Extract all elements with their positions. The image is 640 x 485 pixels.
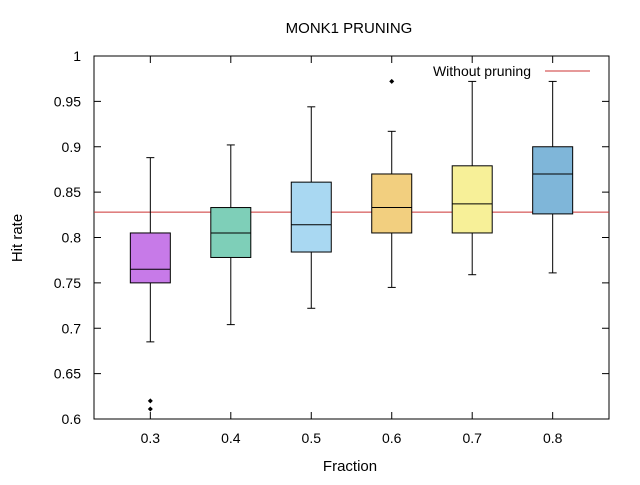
y-tick-label: 0.9 bbox=[62, 139, 82, 155]
box-group bbox=[532, 80, 574, 274]
box-group bbox=[129, 157, 171, 412]
x-tick-label: 0.8 bbox=[543, 430, 563, 446]
legend-label: Without pruning bbox=[433, 63, 531, 79]
y-axis-label: Hit rate bbox=[9, 214, 26, 262]
plot-area: 0.6 0.65 0.7 0.75 0.8 0.85 0.9 0.95 1 0.3 0.4 0.5 0.… bbox=[54, 48, 610, 446]
box-group bbox=[371, 78, 413, 288]
y-tick-label: 0.85 bbox=[54, 184, 81, 200]
box-body bbox=[451, 165, 493, 234]
y-tick-label: 0.6 bbox=[62, 411, 82, 427]
y-tick-label: 0.8 bbox=[62, 230, 82, 246]
x-tick-label: 0.4 bbox=[221, 430, 241, 446]
y-tick-label: 1 bbox=[73, 48, 81, 64]
y-tick-label: 0.75 bbox=[54, 275, 81, 291]
outlier-point bbox=[147, 398, 153, 404]
chart-title: MONK1 PRUNING bbox=[286, 20, 413, 37]
box-body bbox=[129, 232, 171, 284]
x-tick-label: 0.3 bbox=[141, 430, 161, 446]
x-tick-label: 0.7 bbox=[462, 430, 482, 446]
box-group bbox=[290, 106, 332, 309]
x-tick-label: 0.6 bbox=[382, 430, 402, 446]
box-body bbox=[290, 181, 332, 253]
x-axis-label: Fraction bbox=[323, 458, 377, 475]
box-group bbox=[210, 144, 252, 326]
y-tick-label: 0.65 bbox=[54, 366, 81, 382]
box-group bbox=[451, 80, 493, 276]
box-body bbox=[371, 173, 413, 234]
outlier-point bbox=[147, 406, 153, 412]
y-tick-label: 0.7 bbox=[62, 320, 82, 336]
box-body bbox=[532, 146, 574, 215]
plot-frame bbox=[93, 55, 610, 420]
x-tick-label: 0.5 bbox=[302, 430, 322, 446]
legend: Without pruning bbox=[433, 63, 590, 79]
y-tick-label: 0.95 bbox=[54, 93, 81, 109]
outlier-point bbox=[389, 78, 395, 84]
